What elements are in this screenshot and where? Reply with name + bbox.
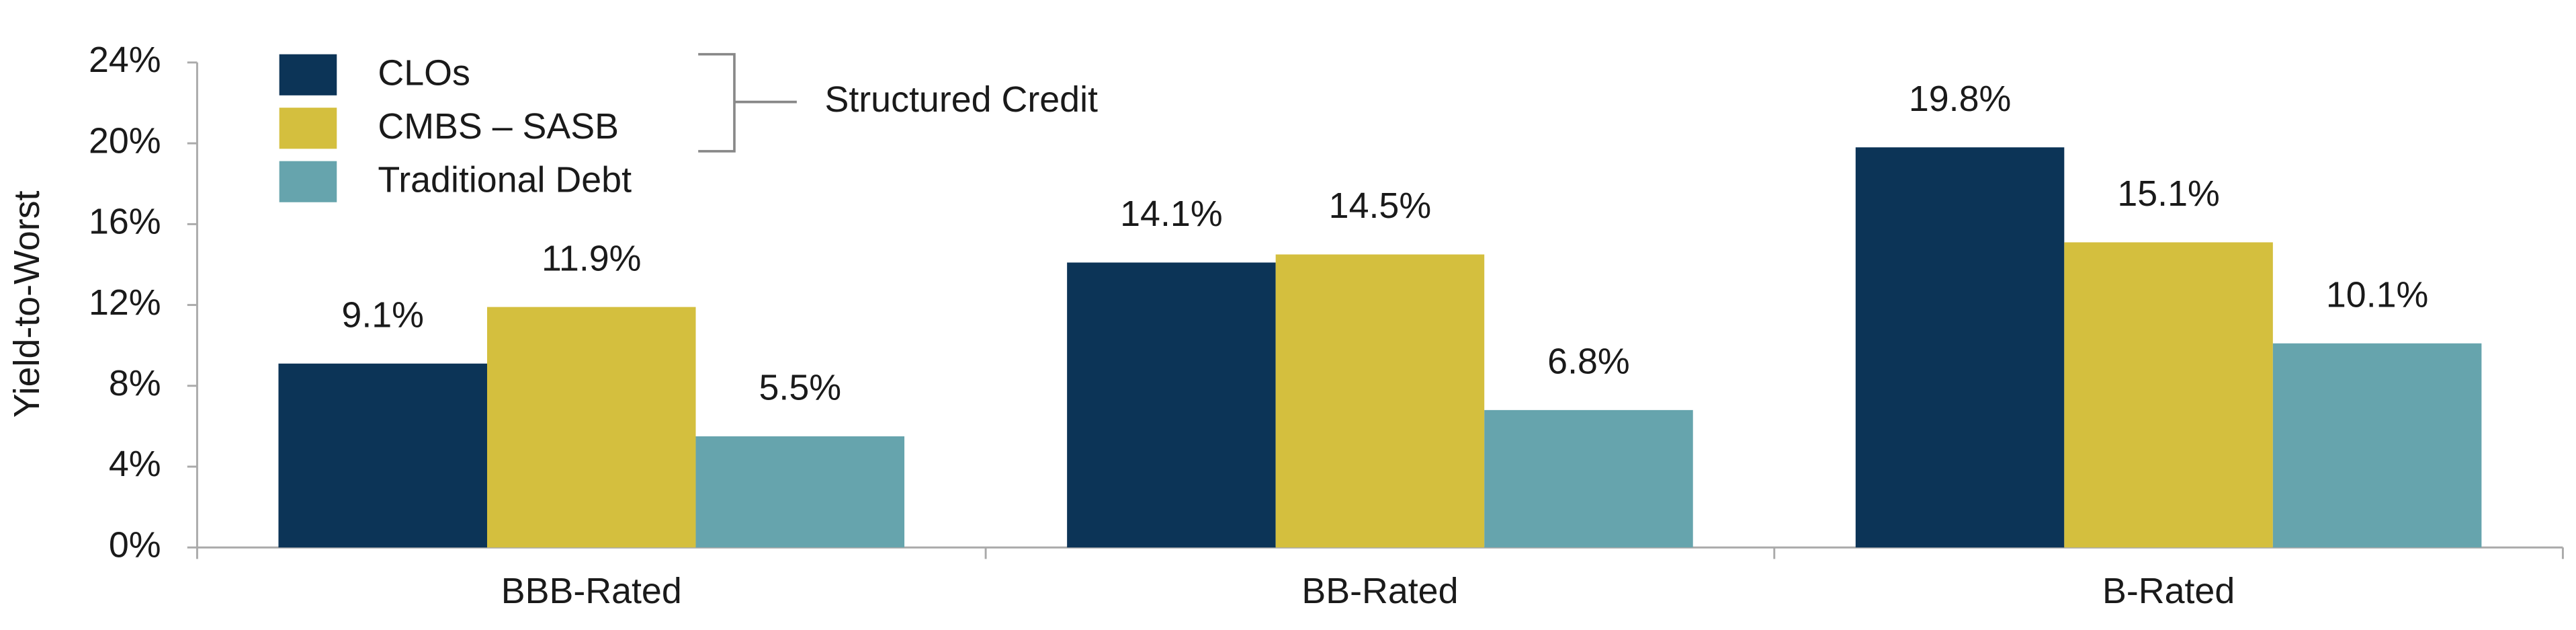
annotation: Structured Credit: [824, 79, 1098, 120]
bar: [486, 307, 696, 548]
legend-label: CMBS – SASB: [378, 106, 619, 147]
data-label: 6.8%: [1547, 342, 1630, 382]
y-tick-label: 0%: [109, 524, 161, 565]
bar: [278, 363, 487, 548]
y-tick-label: 4%: [109, 444, 161, 484]
data-label: 14.1%: [1120, 194, 1223, 234]
y-tick-label: 24%: [89, 40, 161, 80]
data-label: 19.8%: [1909, 79, 2012, 119]
bar: [1855, 147, 2065, 548]
legend-label: CLOs: [378, 53, 470, 93]
y-tick-label: 12%: [89, 282, 161, 323]
legend-swatch: [279, 108, 337, 149]
bar: [1484, 409, 1693, 548]
y-tick-label: 8%: [109, 363, 161, 403]
y-axis-label: Yield-to-Worst: [7, 190, 47, 418]
bar: [1067, 262, 1276, 548]
data-label: 10.1%: [2326, 274, 2429, 315]
data-label: 9.1%: [341, 294, 424, 335]
legend-bracket: [698, 52, 797, 153]
bar: [1275, 254, 1485, 548]
bar: [695, 436, 905, 548]
data-label: 15.1%: [2117, 173, 2220, 214]
legend-label: Traditional Debt: [378, 160, 632, 200]
data-label: 5.5%: [759, 368, 841, 408]
bar: [2272, 343, 2482, 548]
y-tick-label: 20%: [89, 120, 161, 161]
x-tick-label: B-Rated: [2102, 571, 2235, 611]
data-label: 11.9%: [542, 238, 642, 278]
x-tick-label: BB-Rated: [1301, 571, 1458, 611]
legend-swatch: [279, 161, 337, 202]
bar: [2064, 242, 2273, 548]
x-tick-label: BBB-Rated: [501, 571, 682, 611]
legend-swatch: [279, 54, 337, 95]
y-tick-label: 16%: [89, 202, 161, 242]
data-label: 14.5%: [1329, 186, 1432, 226]
